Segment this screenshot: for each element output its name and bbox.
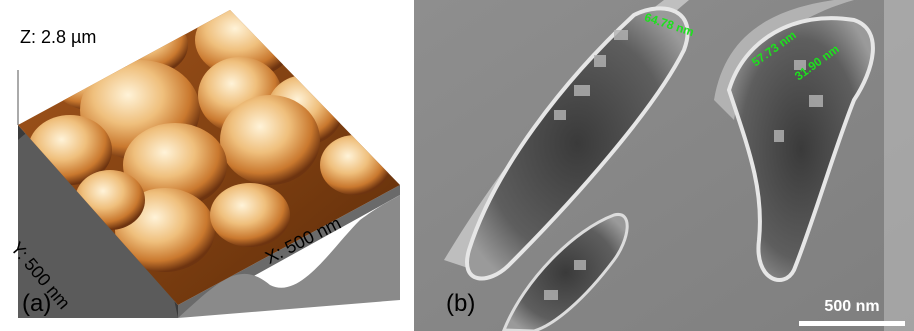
pit-large [465,6,690,281]
pit-lower [501,213,629,331]
panel-a-tag: (a) [22,290,52,317]
sem-panel: 64.78 nm 57.73 nm 31.90 nm (b) 500 nm [414,0,914,331]
left-profile [18,126,178,318]
panel-b-tag: (b) [446,290,476,317]
pit-right [726,16,875,282]
right-profile [178,195,400,318]
scale-bar: 500 nm [799,296,905,328]
afm-panel: Z: 2.8 µm Y: 500 nm X: 500 nm (a) [0,0,410,331]
right-edge [884,0,914,331]
afm-3d-surface [17,10,400,318]
scale-bar-line [799,321,905,326]
grains [544,30,823,300]
scale-bar-label: 500 nm [824,298,880,315]
z-axis-label: Z: 2.8 µm [20,27,97,47]
sem-image [414,0,914,331]
